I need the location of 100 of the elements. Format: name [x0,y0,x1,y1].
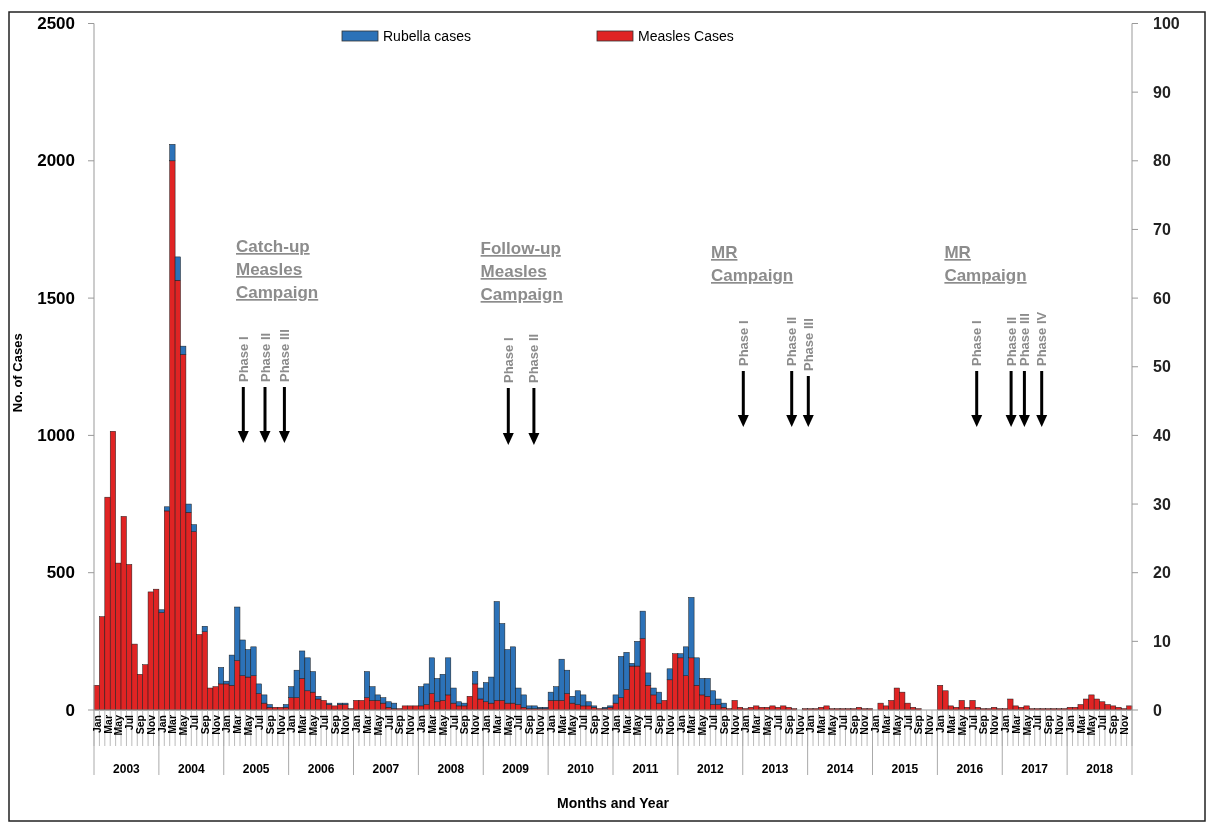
x-tick-label: May [436,714,449,736]
annotation: Phase I [235,336,251,382]
x-tick-label: Jan [674,715,687,734]
annotation: Phase III [276,329,292,382]
x-tick-label: Sep [1107,715,1120,735]
x-tick-label: Jan [220,715,233,734]
x-tick-label: Sep [847,715,860,735]
x-tick-label: Sep [912,715,925,735]
x-tick-label: Sep [263,715,276,735]
y2-tick-label: 60 [1153,289,1171,307]
x-tick-label: Sep [1042,715,1055,735]
x-tick-label: May [242,714,255,736]
y-tick-label: 2500 [37,14,75,33]
x-tick-label: Sep [458,715,471,735]
x-tick-label: Jan [350,715,363,734]
x-tick-label: Mar [555,715,568,734]
x-tick-label: Sep [523,715,536,735]
annotation: Phase II [1003,316,1019,366]
x-tick-label: Sep [328,715,341,735]
x-tick-label: Jul [1031,714,1044,731]
y-tick-label: 500 [46,563,75,583]
x-axis-title: Months and Year [557,795,670,811]
text: 2014 [826,762,854,776]
x-tick-label: Jul [642,714,655,731]
text: 2016 [956,762,984,776]
x-tick-label: Sep [652,715,665,735]
text: 2011 [632,762,659,776]
text: 2012 [696,762,724,776]
x-tick-label: May [825,714,838,736]
x-tick-label: Jan [804,715,817,734]
x-tick-label: May [631,714,644,736]
x-tick-label: Mar [425,715,438,734]
text: 2013 [761,762,789,776]
text: 2008 [437,762,465,776]
x-tick-label: Mar [944,715,957,734]
x-tick-label: Jan [155,715,168,734]
text: 2005 [242,762,270,776]
y2-tick-label: 90 [1153,83,1171,101]
x-tick-label: Mar [231,715,244,734]
y2-tick-label: 100 [1153,15,1180,32]
x-tick-label: Mar [166,715,179,734]
x-tick-label: Sep [198,715,211,735]
x-tick-label: Mar [101,715,114,734]
x-tick-label: May [1020,714,1033,736]
x-tick-label: May [112,714,125,736]
y2-tick-label: 20 [1153,564,1171,582]
x-tick-label: May [955,714,968,736]
x-tick-label: Jul [447,714,460,731]
x-tick-label: Mar [620,715,633,734]
annotation: Phase II [257,332,273,382]
x-tick-label: May [501,714,514,736]
text: 2017 [1021,762,1049,776]
x-tick-label: Mar [296,715,309,734]
y-tick-label: 1500 [37,288,75,308]
y2-tick-label: 30 [1153,495,1171,513]
x-tick-label: Sep [977,715,990,735]
annotation: Follow-up Measles Campaign [480,239,563,304]
y2-tick-label: 70 [1153,220,1171,238]
text: 2004 [177,762,205,776]
annotation: Phase III [1016,313,1032,366]
x-tick-label: Jan [415,715,428,734]
annotation: Phase I [735,320,751,366]
annotation: MR Campaign [944,243,1027,285]
text: 2015 [891,762,919,776]
y2-tick-label: 40 [1153,426,1171,444]
x-tick-label: Jan [869,715,882,734]
text: 2009 [502,762,530,776]
x-tick-label: May [177,714,190,736]
y2-tick-label: 10 [1153,632,1171,650]
x-tick-label: Nov [988,714,1001,735]
x-tick-label: Jan [934,715,947,734]
x-tick-label: Jan [609,715,622,734]
x-tick-label: May [696,714,709,736]
annotation: Phase III [800,318,816,371]
legend-label: Rubella cases [383,28,471,44]
y2-tick-label: 50 [1153,358,1171,376]
annotation: Catch-up Measles Campaign [236,237,319,302]
text: 2018 [1086,762,1114,776]
x-tick-label: Mar [880,715,893,734]
text: 2010 [567,762,595,776]
x-tick-label: Jul [512,714,525,731]
x-tick-label: May [1085,714,1098,736]
annotation: Phase I [500,337,516,383]
x-tick-label: Mar [685,715,698,734]
x-tick-label: Jan [739,715,752,734]
x-tick-label: Sep [393,715,406,735]
x-tick-label: Mar [1074,715,1087,734]
x-tick-label: Nov [404,714,417,735]
x-tick-label: Mar [815,715,828,734]
x-tick-label: Nov [1053,714,1066,735]
annotation: Phase I [969,320,985,366]
x-tick-label: Jan [479,715,492,734]
x-tick-label: Jul [1096,714,1109,731]
x-tick-label: May [761,714,774,736]
x-tick-label: May [890,714,903,736]
x-tick-label: Jan [90,715,103,734]
x-tick-label: Jul [577,714,590,731]
annotation: Phase IV [1034,311,1050,366]
x-tick-label: Jul [966,714,979,731]
legend-label: Measles Cases [638,28,734,44]
